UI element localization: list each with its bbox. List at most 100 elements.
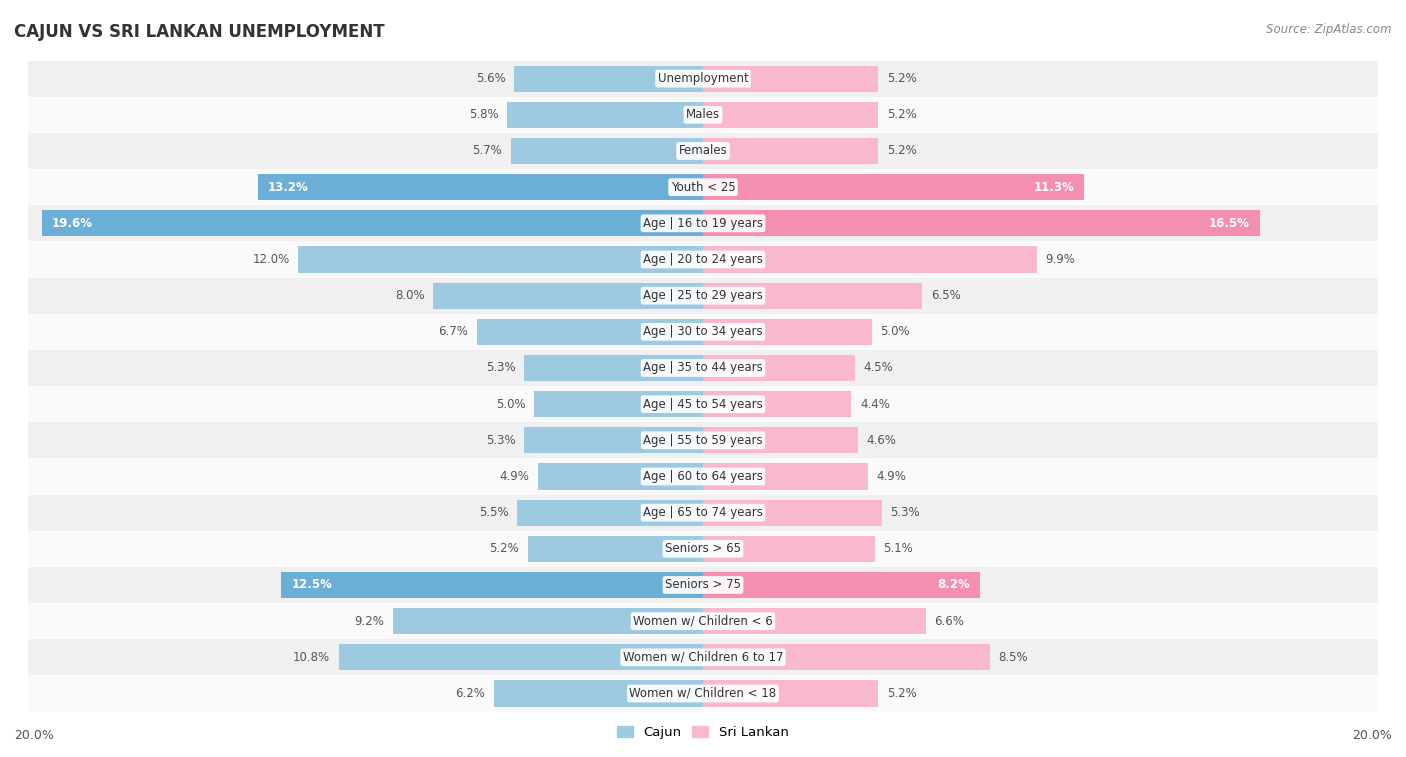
Bar — [703, 101, 879, 128]
Bar — [517, 500, 703, 525]
Bar — [703, 536, 875, 562]
Text: 5.3%: 5.3% — [486, 362, 516, 375]
Text: Women w/ Children < 18: Women w/ Children < 18 — [630, 687, 776, 700]
Bar — [28, 567, 1378, 603]
Text: 13.2%: 13.2% — [267, 181, 308, 194]
Bar — [703, 427, 858, 453]
Bar — [477, 319, 703, 345]
Bar — [28, 531, 1378, 567]
Text: 8.0%: 8.0% — [395, 289, 425, 302]
Bar — [703, 681, 879, 706]
Text: 10.8%: 10.8% — [292, 651, 330, 664]
Bar — [28, 313, 1378, 350]
Bar — [703, 608, 925, 634]
Bar — [703, 463, 869, 490]
Bar — [339, 644, 703, 671]
Bar — [524, 355, 703, 381]
Text: 5.2%: 5.2% — [887, 145, 917, 157]
Text: Youth < 25: Youth < 25 — [671, 181, 735, 194]
Bar — [703, 210, 1260, 236]
Text: Age | 60 to 64 years: Age | 60 to 64 years — [643, 470, 763, 483]
Bar — [527, 536, 703, 562]
Text: Age | 65 to 74 years: Age | 65 to 74 years — [643, 506, 763, 519]
Text: 6.5%: 6.5% — [931, 289, 960, 302]
Text: 4.9%: 4.9% — [877, 470, 907, 483]
Text: 5.2%: 5.2% — [887, 108, 917, 121]
Bar — [281, 572, 703, 598]
Text: 4.6%: 4.6% — [866, 434, 897, 447]
Text: Women w/ Children 6 to 17: Women w/ Children 6 to 17 — [623, 651, 783, 664]
Bar — [28, 61, 1378, 97]
Text: 5.3%: 5.3% — [890, 506, 920, 519]
Text: Age | 16 to 19 years: Age | 16 to 19 years — [643, 217, 763, 230]
Text: 19.6%: 19.6% — [52, 217, 93, 230]
Text: 4.4%: 4.4% — [860, 397, 890, 410]
Bar — [703, 572, 980, 598]
Text: Age | 30 to 34 years: Age | 30 to 34 years — [643, 326, 763, 338]
Text: 16.5%: 16.5% — [1209, 217, 1250, 230]
Text: 5.1%: 5.1% — [883, 542, 914, 556]
Bar — [28, 459, 1378, 494]
Bar — [28, 350, 1378, 386]
Text: 9.9%: 9.9% — [1046, 253, 1076, 266]
Bar — [703, 66, 879, 92]
Text: 5.7%: 5.7% — [472, 145, 502, 157]
Bar — [703, 355, 855, 381]
Text: 6.7%: 6.7% — [439, 326, 468, 338]
Bar — [515, 66, 703, 92]
Text: 9.2%: 9.2% — [354, 615, 384, 628]
Text: Age | 20 to 24 years: Age | 20 to 24 years — [643, 253, 763, 266]
Text: 5.2%: 5.2% — [887, 687, 917, 700]
Bar — [703, 174, 1084, 200]
Text: 4.9%: 4.9% — [499, 470, 529, 483]
Text: 6.2%: 6.2% — [456, 687, 485, 700]
Bar — [392, 608, 703, 634]
Bar — [433, 282, 703, 309]
Text: 8.2%: 8.2% — [936, 578, 970, 591]
Bar — [524, 427, 703, 453]
Text: Seniors > 65: Seniors > 65 — [665, 542, 741, 556]
Text: Women w/ Children < 6: Women w/ Children < 6 — [633, 615, 773, 628]
Bar — [28, 386, 1378, 422]
Text: Females: Females — [679, 145, 727, 157]
Text: 5.0%: 5.0% — [496, 397, 526, 410]
Text: CAJUN VS SRI LANKAN UNEMPLOYMENT: CAJUN VS SRI LANKAN UNEMPLOYMENT — [14, 23, 385, 41]
Text: Age | 45 to 54 years: Age | 45 to 54 years — [643, 397, 763, 410]
Text: 11.3%: 11.3% — [1033, 181, 1074, 194]
Text: Age | 55 to 59 years: Age | 55 to 59 years — [643, 434, 763, 447]
Text: 20.0%: 20.0% — [14, 729, 53, 742]
Bar — [703, 319, 872, 345]
Bar — [494, 681, 703, 706]
Bar — [534, 391, 703, 417]
Text: 5.0%: 5.0% — [880, 326, 910, 338]
Text: 8.5%: 8.5% — [998, 651, 1028, 664]
Bar — [28, 675, 1378, 712]
Bar — [703, 282, 922, 309]
Bar — [537, 463, 703, 490]
Bar — [298, 247, 703, 273]
Text: 12.0%: 12.0% — [253, 253, 290, 266]
Text: Age | 35 to 44 years: Age | 35 to 44 years — [643, 362, 763, 375]
Bar — [28, 494, 1378, 531]
Bar — [703, 644, 990, 671]
Bar — [28, 422, 1378, 459]
Text: 5.3%: 5.3% — [486, 434, 516, 447]
Bar — [28, 278, 1378, 313]
Bar — [703, 247, 1038, 273]
Bar — [510, 138, 703, 164]
Bar — [703, 500, 882, 525]
Bar — [28, 169, 1378, 205]
Text: 5.6%: 5.6% — [475, 72, 506, 85]
Bar — [42, 210, 703, 236]
Bar — [28, 133, 1378, 169]
Text: Age | 25 to 29 years: Age | 25 to 29 years — [643, 289, 763, 302]
Bar — [28, 205, 1378, 241]
Bar — [28, 241, 1378, 278]
Text: 4.5%: 4.5% — [863, 362, 893, 375]
Text: Seniors > 75: Seniors > 75 — [665, 578, 741, 591]
Text: 20.0%: 20.0% — [1353, 729, 1392, 742]
Text: 5.2%: 5.2% — [887, 72, 917, 85]
Bar — [28, 639, 1378, 675]
Bar — [703, 391, 852, 417]
Text: Males: Males — [686, 108, 720, 121]
